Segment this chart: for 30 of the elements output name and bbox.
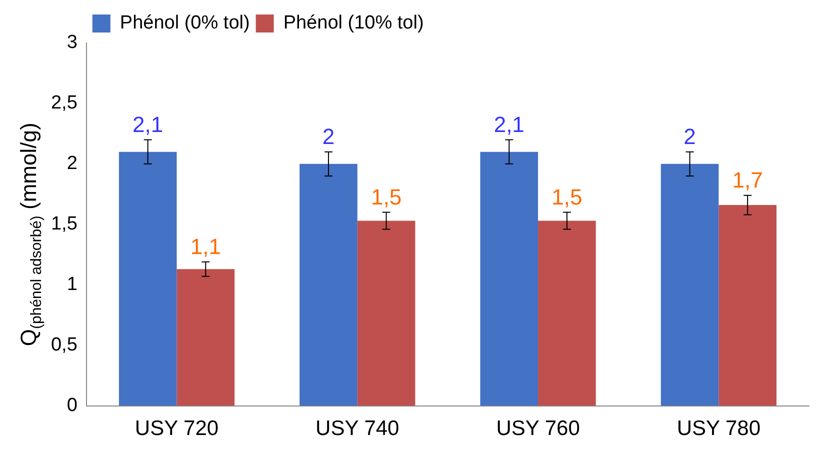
data-label: 1,5 xyxy=(552,184,582,210)
x-tick-label: USY 780 xyxy=(676,417,761,440)
x-tick-label: USY 760 xyxy=(496,417,580,440)
legend-label: Phénol (0% tol) xyxy=(120,12,250,34)
data-label: 2,1 xyxy=(132,112,164,137)
x-tick-label: USY 740 xyxy=(316,417,400,440)
bar xyxy=(538,220,596,406)
y-tick-label: 1 xyxy=(66,274,78,296)
y-tick-label: 0,5 xyxy=(50,334,78,356)
data-label: 1,1 xyxy=(190,234,221,259)
y-tick-label: 2 xyxy=(66,153,78,174)
y-axis-title: Q(phénol adsorbé) (mmol/g) xyxy=(16,122,46,346)
data-label: 2,1 xyxy=(494,112,524,137)
bar xyxy=(176,269,235,406)
legend-label: Phénol (10% tol) xyxy=(283,12,424,34)
bar xyxy=(357,220,416,406)
data-label: 2 xyxy=(684,124,696,149)
y-tick-label: 3 xyxy=(66,32,78,54)
bar xyxy=(718,205,776,406)
y-tick-label: 2,5 xyxy=(50,92,78,114)
y-tick-label: 1,5 xyxy=(50,214,78,235)
bar xyxy=(660,164,719,406)
x-tick-label: USY 720 xyxy=(134,417,219,440)
data-label: 2 xyxy=(322,124,335,149)
data-label: 1,5 xyxy=(370,184,402,210)
data-label: 1,7 xyxy=(732,167,763,192)
bar xyxy=(480,152,538,406)
y-tick-label: 0 xyxy=(66,395,78,416)
bar xyxy=(118,152,177,406)
bar xyxy=(300,164,358,406)
